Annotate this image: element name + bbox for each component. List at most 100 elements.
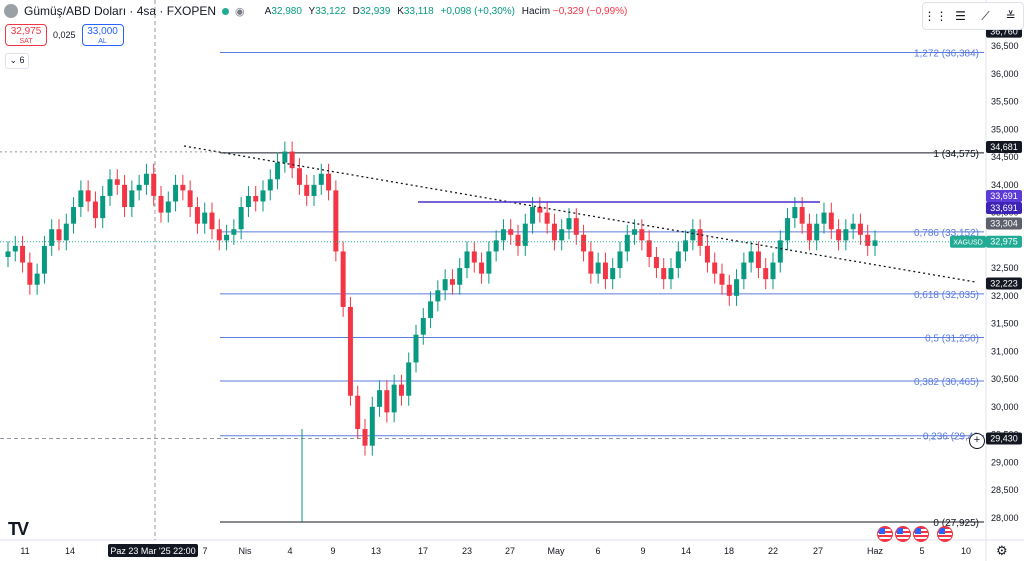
candle-body <box>828 212 834 230</box>
candle-body <box>71 207 77 224</box>
candle-body <box>530 207 536 224</box>
candle-body <box>114 179 120 185</box>
candle-body <box>785 218 791 241</box>
time-tick-label: 14 <box>681 546 691 556</box>
candle-body <box>581 234 587 252</box>
symbol-title[interactable]: Gümüş/ABD Doları · 4sa · FXOPEN <box>24 4 217 18</box>
price-axis-tag-label: 33,691 <box>990 191 1018 201</box>
candle-body <box>442 279 448 291</box>
candle-body <box>202 212 208 224</box>
candle-body <box>508 229 514 235</box>
candle-body <box>63 223 69 241</box>
chevron-down-icon: ⌄ <box>9 55 17 65</box>
price-axis-tag-label: 32,223 <box>990 278 1018 288</box>
candle-body <box>814 223 820 241</box>
price-axis-tag <box>986 217 1022 230</box>
candle-body <box>792 207 798 219</box>
price-tick-label: 35,500 <box>991 97 1019 107</box>
candle-body <box>289 151 295 169</box>
candle-body <box>224 234 230 241</box>
candle-body <box>340 251 346 307</box>
price-tick-label: 31,500 <box>991 319 1019 329</box>
candle-body <box>318 173 324 185</box>
symbol-header: Gümüş/ABD Doları · 4sa · FXOPEN ◉ A32,98… <box>4 4 631 18</box>
candle-body <box>384 390 390 413</box>
candle-body <box>187 190 193 208</box>
candle-body <box>821 212 827 224</box>
candle-body <box>420 318 426 335</box>
volume-value: −0,329 (−0,99%) <box>552 5 628 17</box>
time-tick-label: Haz <box>867 546 884 556</box>
time-tick-label: 17 <box>418 546 428 556</box>
candle-body <box>806 223 812 241</box>
price-axis-tag <box>986 141 1022 154</box>
candle-body <box>311 184 317 196</box>
candle-body <box>610 268 616 280</box>
us-flag-icon[interactable] <box>913 526 929 542</box>
sell-button[interactable]: 32,975 SAT <box>5 24 47 46</box>
candle-body <box>27 262 33 285</box>
fib-extension-icon[interactable]: ≚ <box>1005 9 1016 23</box>
candle-body <box>406 362 412 396</box>
candle-body <box>5 251 11 257</box>
candle-body <box>697 229 703 246</box>
fib-level-label: 0,382 (30,465) <box>914 377 979 388</box>
candle-body <box>245 195 251 208</box>
candle-body <box>377 390 383 407</box>
add-alert-plus-icon[interactable]: + <box>969 433 985 449</box>
us-flag-icon[interactable] <box>877 526 893 542</box>
tradingview-logo-icon[interactable]: TV <box>8 519 29 539</box>
time-tick-label: Nis <box>239 546 252 556</box>
candle-body <box>683 240 689 252</box>
indicators-collapse-button[interactable]: ⌄ 6 <box>5 53 29 69</box>
crosshair-time-bg <box>108 544 198 557</box>
candle-body <box>56 229 62 241</box>
time-tick-label: 4 <box>287 546 292 556</box>
descending-trendline[interactable] <box>183 145 976 283</box>
price-tick-label: 32,500 <box>991 263 1019 273</box>
price-axis-tag <box>986 277 1022 290</box>
time-tick-label: 10 <box>961 546 971 556</box>
candle-body <box>85 190 91 202</box>
candle-body <box>566 218 572 230</box>
candle-body <box>34 273 40 285</box>
candle-body <box>763 268 769 280</box>
candle-body <box>107 179 113 196</box>
fib-retracement-icon[interactable]: ☰ <box>955 9 966 23</box>
candle-body <box>143 173 149 185</box>
spread-value: 0,025 <box>53 30 76 40</box>
price-axis-tag-label: 36,760 <box>990 27 1018 37</box>
candle-body <box>865 234 871 246</box>
market-status-dot <box>222 7 230 15</box>
settings-gear-icon[interactable]: ⚙ <box>996 543 1008 558</box>
price-tick-label: 35,000 <box>991 124 1019 134</box>
candle-body <box>741 262 747 280</box>
volume-label: Hacim <box>521 5 551 17</box>
price-tick-label: 34,500 <box>991 152 1019 162</box>
time-tick-label: 5 <box>919 546 924 556</box>
candle-body <box>493 240 499 252</box>
time-tick-label: 6 <box>595 546 600 556</box>
candle-body <box>471 251 477 263</box>
price-axis-tag <box>986 201 1022 214</box>
candle-body <box>588 251 594 274</box>
us-flag-icon[interactable] <box>895 526 911 542</box>
price-axis-tag <box>986 432 1022 445</box>
drag-handle-icon[interactable]: ⋮⋮ <box>923 9 948 23</box>
symbol-tag <box>950 235 986 248</box>
price-axis-tag-label: 29,430 <box>990 433 1018 443</box>
candle-body <box>260 190 266 202</box>
price-tick-label: 30,500 <box>991 374 1019 384</box>
visibility-eye-icon[interactable]: ◉ <box>235 5 245 18</box>
candle-body <box>537 207 543 213</box>
candle-body <box>479 262 485 274</box>
buy-button[interactable]: 33,000 AL <box>81 24 124 46</box>
trade-panel: 32,975 SAT 0,025 33,000 AL <box>5 24 124 46</box>
us-flag-icon[interactable] <box>937 526 953 542</box>
candle-body <box>12 245 18 252</box>
candle-body <box>712 262 718 274</box>
candle-body <box>595 262 601 274</box>
trend-line-icon[interactable]: ⟋ <box>981 8 990 23</box>
candle-body <box>449 279 455 285</box>
